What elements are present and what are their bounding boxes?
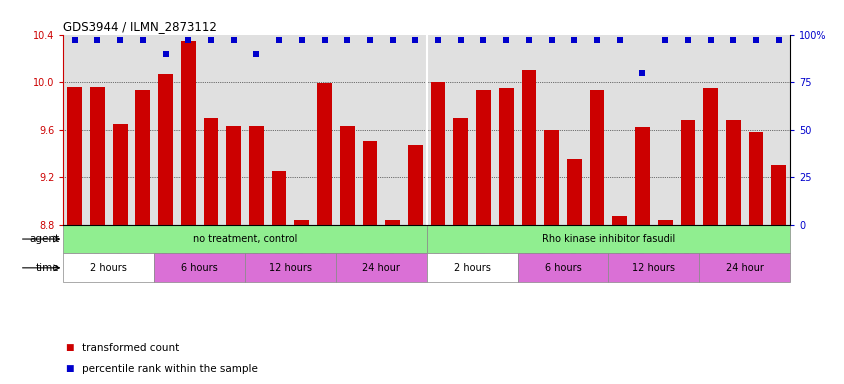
- Point: [544, 37, 558, 43]
- Bar: [203, 118, 218, 225]
- Bar: [475, 90, 490, 225]
- Bar: [249, 126, 263, 225]
- Bar: [453, 118, 468, 225]
- Point: [204, 37, 218, 43]
- Bar: [112, 124, 127, 225]
- Text: 24 hour: 24 hour: [725, 263, 763, 273]
- Bar: [702, 88, 717, 225]
- Bar: [68, 87, 82, 225]
- Bar: [426, 225, 789, 253]
- Text: no treatment, control: no treatment, control: [192, 234, 297, 244]
- Bar: [521, 70, 536, 225]
- Point: [295, 37, 308, 43]
- Bar: [635, 127, 649, 225]
- Bar: [608, 253, 699, 282]
- Bar: [544, 130, 559, 225]
- Bar: [408, 145, 422, 225]
- Bar: [362, 141, 377, 225]
- Point: [612, 37, 625, 43]
- Bar: [589, 90, 603, 225]
- Point: [749, 37, 762, 43]
- Text: ■: ■: [65, 364, 73, 373]
- Point: [590, 37, 603, 43]
- Bar: [63, 253, 154, 282]
- Point: [476, 37, 490, 43]
- Bar: [771, 165, 785, 225]
- Text: percentile rank within the sample: percentile rank within the sample: [82, 364, 257, 374]
- Point: [113, 37, 127, 43]
- Bar: [748, 132, 762, 225]
- Text: ■: ■: [65, 343, 73, 352]
- Bar: [154, 253, 245, 282]
- Point: [159, 51, 172, 57]
- Text: 24 hour: 24 hour: [362, 263, 400, 273]
- Bar: [90, 87, 105, 225]
- Point: [430, 37, 444, 43]
- Point: [408, 37, 422, 43]
- Bar: [679, 120, 695, 225]
- Bar: [181, 40, 196, 225]
- Bar: [226, 126, 241, 225]
- Bar: [699, 253, 789, 282]
- Point: [317, 37, 331, 43]
- Point: [272, 37, 285, 43]
- Bar: [385, 220, 399, 225]
- Text: GDS3944 / ILMN_2873112: GDS3944 / ILMN_2873112: [63, 20, 217, 33]
- Point: [90, 37, 104, 43]
- Bar: [430, 82, 445, 225]
- Text: 6 hours: 6 hours: [181, 263, 218, 273]
- Bar: [63, 225, 426, 253]
- Bar: [245, 253, 336, 282]
- Bar: [158, 74, 173, 225]
- Text: time: time: [36, 263, 60, 273]
- Point: [363, 37, 376, 43]
- Point: [680, 37, 694, 43]
- Bar: [336, 253, 426, 282]
- Point: [227, 37, 241, 43]
- Point: [453, 37, 467, 43]
- Text: 12 hours: 12 hours: [631, 263, 674, 273]
- Point: [386, 37, 399, 43]
- Text: 2 hours: 2 hours: [453, 263, 490, 273]
- Text: Rho kinase inhibitor fasudil: Rho kinase inhibitor fasudil: [541, 234, 674, 244]
- Text: agent: agent: [30, 234, 60, 244]
- Point: [726, 37, 739, 43]
- Point: [657, 37, 671, 43]
- Bar: [272, 171, 286, 225]
- Point: [249, 51, 262, 57]
- Text: 12 hours: 12 hours: [268, 263, 311, 273]
- Bar: [294, 220, 309, 225]
- Text: 6 hours: 6 hours: [544, 263, 581, 273]
- Bar: [316, 83, 332, 225]
- Point: [499, 37, 512, 43]
- Point: [771, 37, 785, 43]
- Point: [136, 37, 149, 43]
- Text: transformed count: transformed count: [82, 343, 179, 353]
- Text: 2 hours: 2 hours: [90, 263, 127, 273]
- Bar: [657, 220, 672, 225]
- Bar: [517, 253, 608, 282]
- Bar: [426, 253, 517, 282]
- Bar: [135, 90, 150, 225]
- Bar: [498, 88, 513, 225]
- Bar: [566, 159, 581, 225]
- Point: [340, 37, 354, 43]
- Point: [567, 37, 581, 43]
- Point: [522, 37, 535, 43]
- Bar: [612, 216, 626, 225]
- Bar: [339, 126, 354, 225]
- Point: [68, 37, 81, 43]
- Point: [635, 70, 648, 76]
- Bar: [725, 120, 740, 225]
- Point: [703, 37, 717, 43]
- Point: [181, 37, 195, 43]
